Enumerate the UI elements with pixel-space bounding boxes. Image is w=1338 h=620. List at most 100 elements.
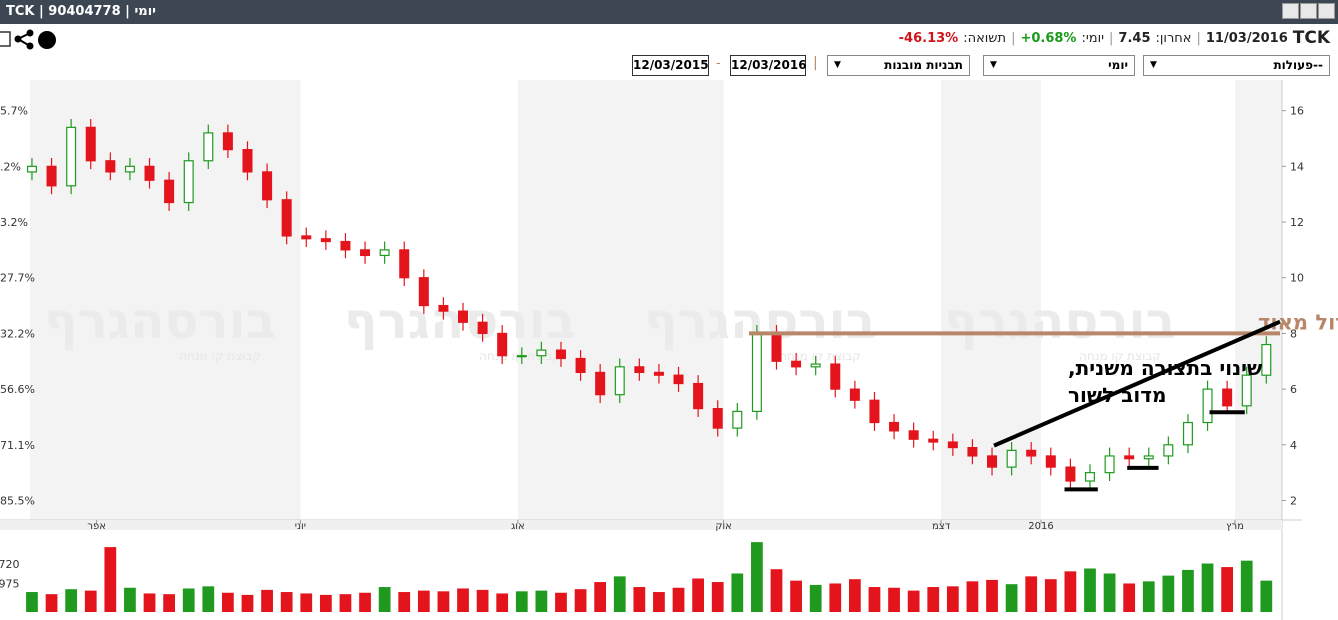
- month-band: [1234, 80, 1282, 520]
- date-from[interactable]: 12/03/2015: [632, 55, 709, 76]
- candle-body: [399, 249, 410, 279]
- y-tick-label: 4: [1290, 439, 1297, 452]
- candle-body: [1182, 421, 1193, 446]
- volume-bar: [359, 592, 371, 612]
- candle-body: [712, 408, 723, 429]
- candle-body: [791, 360, 802, 368]
- volume-bar: [45, 594, 58, 612]
- volume-bar: [1182, 569, 1194, 612]
- candle-body: [379, 249, 390, 257]
- actions-select[interactable]: --פעולות: [1143, 55, 1330, 76]
- candle-body: [1045, 455, 1056, 468]
- separator: |: [1109, 30, 1114, 46]
- y-tick-label: 8: [1290, 327, 1297, 340]
- window-title: TCK | 90404778 | יומי: [6, 4, 156, 19]
- x-tick-label: יוני: [295, 521, 306, 532]
- volume-bar: [1103, 573, 1116, 612]
- candle-body: [908, 430, 919, 440]
- volume-bar: [300, 593, 313, 612]
- volume-bar: [888, 587, 900, 612]
- volume-bar: [672, 587, 685, 612]
- volume-bar: [1240, 560, 1253, 612]
- y-tick-label: 6: [1290, 383, 1297, 396]
- share-icon[interactable]: [14, 29, 34, 50]
- candle-body: [183, 160, 194, 204]
- candle-body: [497, 332, 508, 357]
- x-tick-label: אוק: [715, 521, 732, 532]
- minimize[interactable]: [1282, 3, 1299, 19]
- candle-body: [1065, 466, 1076, 482]
- candle-body: [555, 349, 566, 360]
- volume-bar: [946, 586, 959, 612]
- volume-bar: [555, 592, 567, 612]
- return: -46.13%: [898, 30, 959, 46]
- return-label: תשואה:: [963, 30, 1007, 46]
- candle-body: [320, 238, 331, 243]
- y-tick-label: 10: [1290, 272, 1304, 285]
- candle-body: [1143, 455, 1154, 460]
- volume-bar: [1025, 576, 1038, 612]
- patterns-select[interactable]: תבניות מובנות: [827, 55, 970, 76]
- trend-text: מדוב לשור: [1068, 383, 1166, 407]
- y-tick-label: 12: [1290, 216, 1304, 229]
- candle-body: [418, 277, 429, 307]
- close[interactable]: [1318, 3, 1335, 19]
- candle-body: [438, 304, 449, 312]
- watermark-sub: קבוצת קו מנחה: [1079, 349, 1161, 363]
- period-select[interactable]: יומי: [983, 55, 1135, 76]
- restore[interactable]: [1300, 3, 1317, 19]
- volume-bar: [163, 594, 175, 612]
- candle-body: [222, 132, 233, 151]
- volume-bar: [378, 587, 391, 612]
- volume-bar: [1260, 580, 1273, 612]
- date-to[interactable]: 12/03/2016: [730, 55, 807, 76]
- candle-body: [889, 421, 900, 432]
- edit-icon[interactable]: [0, 31, 11, 47]
- candle-body: [595, 371, 606, 396]
- last-label: אחרון:: [1155, 30, 1192, 46]
- volume-bar: [868, 587, 881, 612]
- volume-bar: [1162, 575, 1175, 612]
- candle-body: [575, 357, 586, 374]
- symbol: TCK: [1292, 28, 1330, 48]
- volume-bar: [1221, 567, 1234, 612]
- volume-bar: [966, 581, 979, 612]
- candle-body: [1222, 388, 1233, 407]
- volume-bar: [731, 573, 744, 612]
- volume-bar: [202, 586, 215, 612]
- resistance-text: פריצה של $8 יכולה להוביל מהלך גדול מאוד: [1258, 310, 1338, 334]
- dash: -: [716, 56, 721, 71]
- left-axis-label: 32.2%: [0, 327, 35, 340]
- volume-bar: [790, 580, 802, 612]
- candle-body: [1124, 455, 1135, 460]
- watermark: בורסהגרף: [44, 292, 276, 350]
- volume-bar: [927, 587, 940, 612]
- left-axis-label: 3.2%: [0, 216, 28, 229]
- volume-bar: [829, 583, 842, 612]
- volume-bar: [417, 590, 430, 612]
- candle-body: [673, 374, 684, 385]
- candle-body: [203, 132, 214, 162]
- candle-body: [85, 126, 96, 162]
- left-axis-label: 85.5%: [0, 495, 35, 508]
- candle-body: [1084, 472, 1095, 482]
- volume-bar: [770, 569, 783, 612]
- daily: +0.68%: [1020, 30, 1077, 46]
- volume-bar: [104, 547, 117, 612]
- candle-body: [46, 165, 57, 187]
- volume-bar: [476, 589, 489, 612]
- candle-body: [281, 199, 292, 237]
- candle-body: [653, 371, 664, 376]
- record-icon[interactable]: [38, 31, 56, 49]
- candle-body: [771, 332, 782, 362]
- volume-bar: [594, 582, 607, 612]
- volume-bar: [1044, 579, 1057, 612]
- candle-body: [26, 165, 37, 173]
- title-bar: TCK | 90404778 | יומי: [0, 0, 1338, 24]
- candle-body: [477, 321, 488, 335]
- volume-bar: [751, 542, 763, 612]
- candle-body: [830, 363, 841, 390]
- candle-body: [262, 171, 273, 201]
- candle-body: [1104, 455, 1115, 474]
